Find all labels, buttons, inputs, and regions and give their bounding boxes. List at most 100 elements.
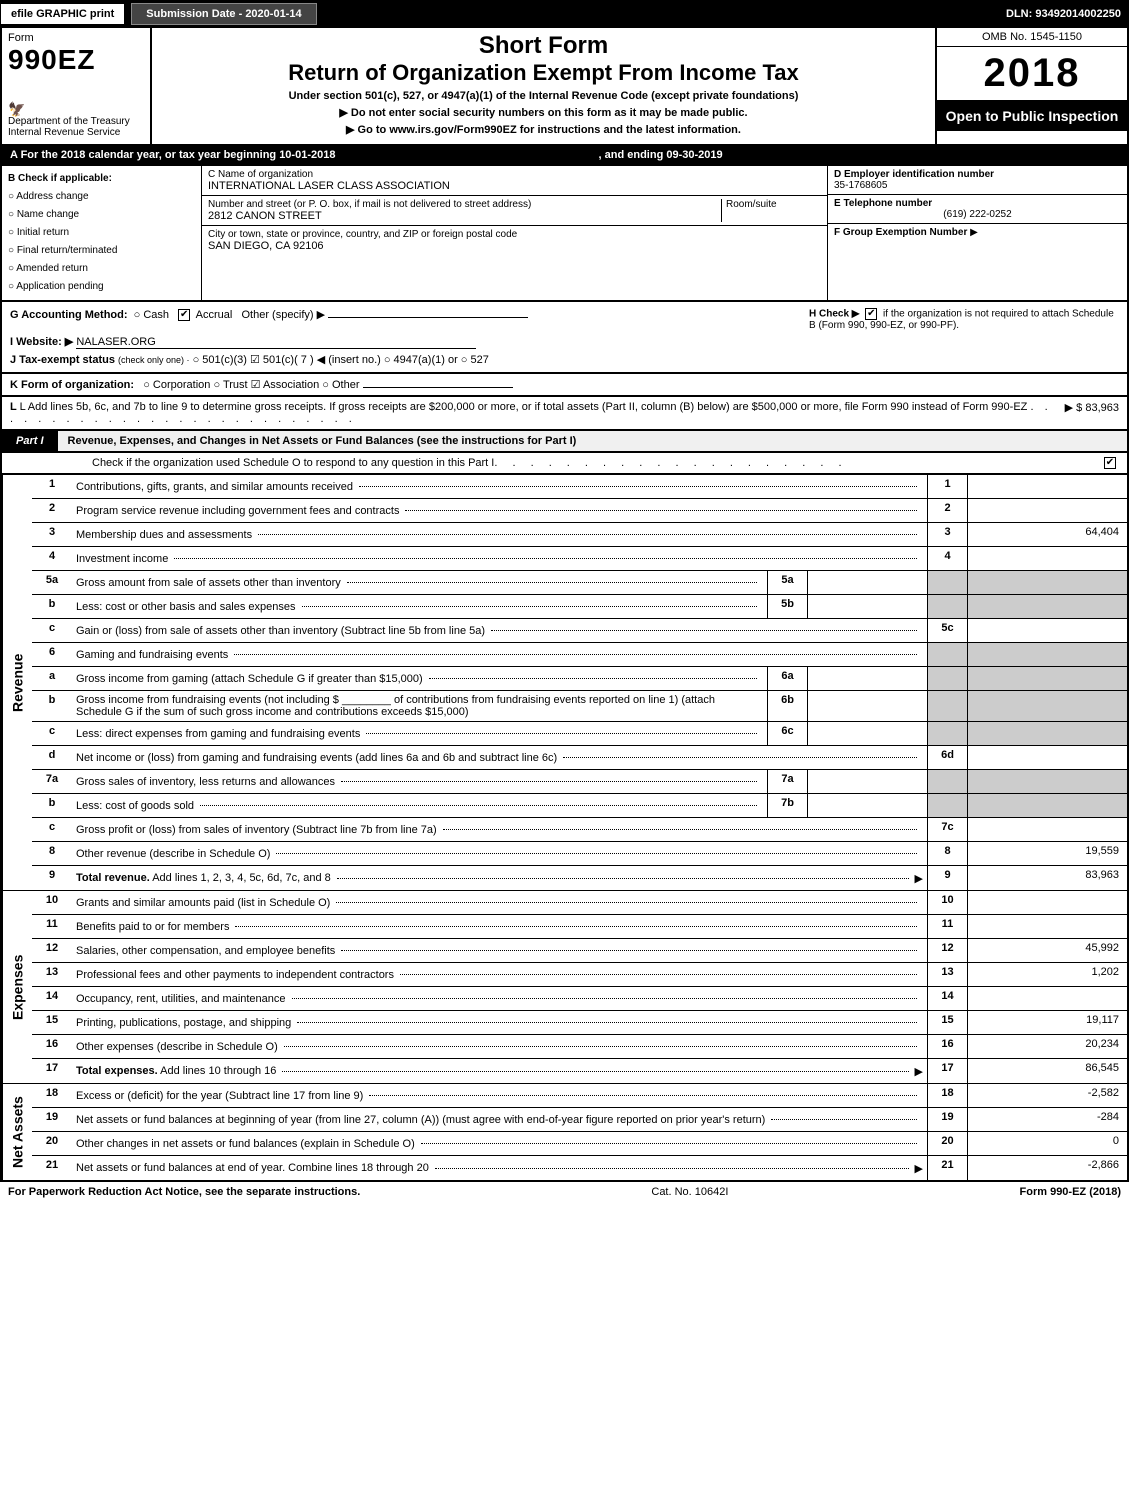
sub-line-num: 5b bbox=[767, 595, 807, 618]
chk-final-return[interactable]: Final return/terminated bbox=[8, 242, 195, 260]
arrow-icon: ▶ bbox=[915, 1162, 923, 1175]
line-num: 2 bbox=[32, 499, 72, 522]
footer-left: For Paperwork Reduction Act Notice, see … bbox=[8, 1186, 360, 1198]
header-center: Short Form Return of Organization Exempt… bbox=[152, 28, 937, 144]
chk-application-pending[interactable]: Application pending bbox=[8, 278, 195, 296]
line-num: c bbox=[32, 818, 72, 841]
col-c: C Name of organization INTERNATIONAL LAS… bbox=[202, 166, 827, 300]
g-accrual-checkbox[interactable] bbox=[178, 309, 190, 321]
line-desc: Gaming and fundraising events bbox=[72, 643, 927, 666]
line-desc: Contributions, gifts, grants, and simila… bbox=[72, 475, 927, 498]
k-opts[interactable]: ○ Corporation ○ Trust ☑ Association ○ Ot… bbox=[143, 379, 359, 391]
line-l12: 12Salaries, other compensation, and empl… bbox=[32, 939, 1127, 963]
sub-line-val bbox=[807, 595, 927, 618]
line-l9: 9Total revenue. Add lines 1, 2, 3, 4, 5c… bbox=[32, 866, 1127, 890]
line-l16: 16Other expenses (describe in Schedule O… bbox=[32, 1035, 1127, 1059]
line-desc: Benefits paid to or for members bbox=[72, 915, 927, 938]
line-desc: Net assets or fund balances at end of ye… bbox=[72, 1156, 927, 1180]
row-c-city: City or town, state or province, country… bbox=[202, 226, 827, 255]
k-other-line[interactable] bbox=[363, 387, 513, 388]
result-value: 86,545 bbox=[967, 1059, 1127, 1083]
result-line-num: 5c bbox=[927, 619, 967, 642]
line-l5a: 5aGross amount from sale of assets other… bbox=[32, 571, 1127, 595]
line-num: b bbox=[32, 595, 72, 618]
sub-line-val bbox=[807, 722, 927, 745]
page-footer: For Paperwork Reduction Act Notice, see … bbox=[0, 1182, 1129, 1202]
line-num: 20 bbox=[32, 1132, 72, 1155]
result-line-num: 21 bbox=[927, 1156, 967, 1180]
sub-line-val bbox=[807, 571, 927, 594]
line-desc: Professional fees and other payments to … bbox=[72, 963, 927, 986]
row-a-text: A For the 2018 calendar year, or tax yea… bbox=[10, 149, 335, 161]
line-l21: 21Net assets or fund balances at end of … bbox=[32, 1156, 1127, 1180]
g-other-line[interactable] bbox=[328, 317, 528, 318]
footer-center: Cat. No. 10642I bbox=[360, 1186, 1019, 1198]
line-desc: Total revenue. Add lines 1, 2, 3, 4, 5c,… bbox=[72, 866, 927, 890]
result-line-num: 8 bbox=[927, 842, 967, 865]
line-desc: Gross sales of inventory, less returns a… bbox=[72, 770, 767, 793]
line-l17: 17Total expenses. Add lines 10 through 1… bbox=[32, 1059, 1127, 1083]
result-line-num: 4 bbox=[927, 547, 967, 570]
line-desc: Other revenue (describe in Schedule O) bbox=[72, 842, 927, 865]
part1-label: Part I bbox=[2, 431, 58, 451]
line-desc: Grants and similar amounts paid (list in… bbox=[72, 891, 927, 914]
arrow-icon: ▶ bbox=[915, 872, 923, 885]
line-num: 11 bbox=[32, 915, 72, 938]
h-checkbox[interactable] bbox=[865, 308, 877, 320]
result-value: 45,992 bbox=[967, 939, 1127, 962]
line-num: 14 bbox=[32, 987, 72, 1010]
line-num: 12 bbox=[32, 939, 72, 962]
c-city-value: SAN DIEGO, CA 92106 bbox=[208, 240, 821, 252]
line-desc: Less: cost of goods sold bbox=[72, 794, 767, 817]
subtitle-section: Under section 501(c), 527, or 4947(a)(1)… bbox=[156, 90, 931, 102]
result-line-num: 1 bbox=[927, 475, 967, 498]
c-name-value: INTERNATIONAL LASER CLASS ASSOCIATION bbox=[208, 180, 821, 192]
line-l6c: cLess: direct expenses from gaming and f… bbox=[32, 722, 1127, 746]
c-street-value: 2812 CANON STREET bbox=[208, 210, 721, 222]
shaded-cell bbox=[967, 691, 1127, 721]
shaded-cell bbox=[927, 794, 967, 817]
g-cash[interactable]: Cash bbox=[143, 309, 169, 321]
result-line-num: 7c bbox=[927, 818, 967, 841]
part1-header: Part I Revenue, Expenses, and Changes in… bbox=[0, 431, 1129, 453]
line-desc: Gross profit or (loss) from sales of inv… bbox=[72, 818, 927, 841]
i-website[interactable]: NALASER.ORG bbox=[76, 336, 476, 349]
line-num: 6 bbox=[32, 643, 72, 666]
chk-address-change[interactable]: Address change bbox=[8, 188, 195, 206]
subtitle-ssn: ▶ Do not enter social security numbers o… bbox=[156, 106, 931, 119]
line-l8: 8Other revenue (describe in Schedule O)8… bbox=[32, 842, 1127, 866]
row-c-name: C Name of organization INTERNATIONAL LAS… bbox=[202, 166, 827, 196]
sub-line-num: 7a bbox=[767, 770, 807, 793]
line-desc: Printing, publications, postage, and shi… bbox=[72, 1011, 927, 1034]
header-right: OMB No. 1545-1150 2018 Open to Public In… bbox=[937, 28, 1127, 144]
l-text: L Add lines 5b, 6c, and 7b to line 9 to … bbox=[20, 401, 1028, 413]
shaded-cell bbox=[967, 571, 1127, 594]
part1-grid: Revenue 1Contributions, gifts, grants, a… bbox=[0, 475, 1129, 1182]
row-e-tel: E Telephone number (619) 222-0252 bbox=[828, 195, 1127, 224]
line-l1: 1Contributions, gifts, grants, and simil… bbox=[32, 475, 1127, 499]
c-street-label: Number and street (or P. O. box, if mail… bbox=[208, 199, 721, 210]
line-l15: 15Printing, publications, postage, and s… bbox=[32, 1011, 1127, 1035]
sub-line-num: 7b bbox=[767, 794, 807, 817]
chk-name-change[interactable]: Name change bbox=[8, 206, 195, 224]
line-desc: Net income or (loss) from gaming and fun… bbox=[72, 746, 927, 769]
line-num: 19 bbox=[32, 1108, 72, 1131]
shaded-cell bbox=[967, 643, 1127, 666]
line-desc: Other expenses (describe in Schedule O) bbox=[72, 1035, 927, 1058]
row-l: L L Add lines 5b, 6c, and 7b to line 9 t… bbox=[0, 397, 1129, 431]
result-value: 83,963 bbox=[967, 866, 1127, 890]
part1-checkbox[interactable] bbox=[1104, 457, 1116, 469]
line-num: 16 bbox=[32, 1035, 72, 1058]
chk-initial-return[interactable]: Initial return bbox=[8, 224, 195, 242]
result-value bbox=[967, 547, 1127, 570]
line-desc: Salaries, other compensation, and employ… bbox=[72, 939, 927, 962]
line-desc: Occupancy, rent, utilities, and maintena… bbox=[72, 987, 927, 1010]
chk-amended-return[interactable]: Amended return bbox=[8, 260, 195, 278]
shaded-cell bbox=[927, 722, 967, 745]
result-value: -2,866 bbox=[967, 1156, 1127, 1180]
d-grp-label: F Group Exemption Number bbox=[834, 227, 967, 238]
sub-line-num: 6c bbox=[767, 722, 807, 745]
title-return: Return of Organization Exempt From Incom… bbox=[156, 60, 931, 86]
j-opts[interactable]: ○ 501(c)(3) ☑ 501(c)( 7 ) ◀ (insert no.)… bbox=[193, 354, 489, 366]
result-value bbox=[967, 475, 1127, 498]
